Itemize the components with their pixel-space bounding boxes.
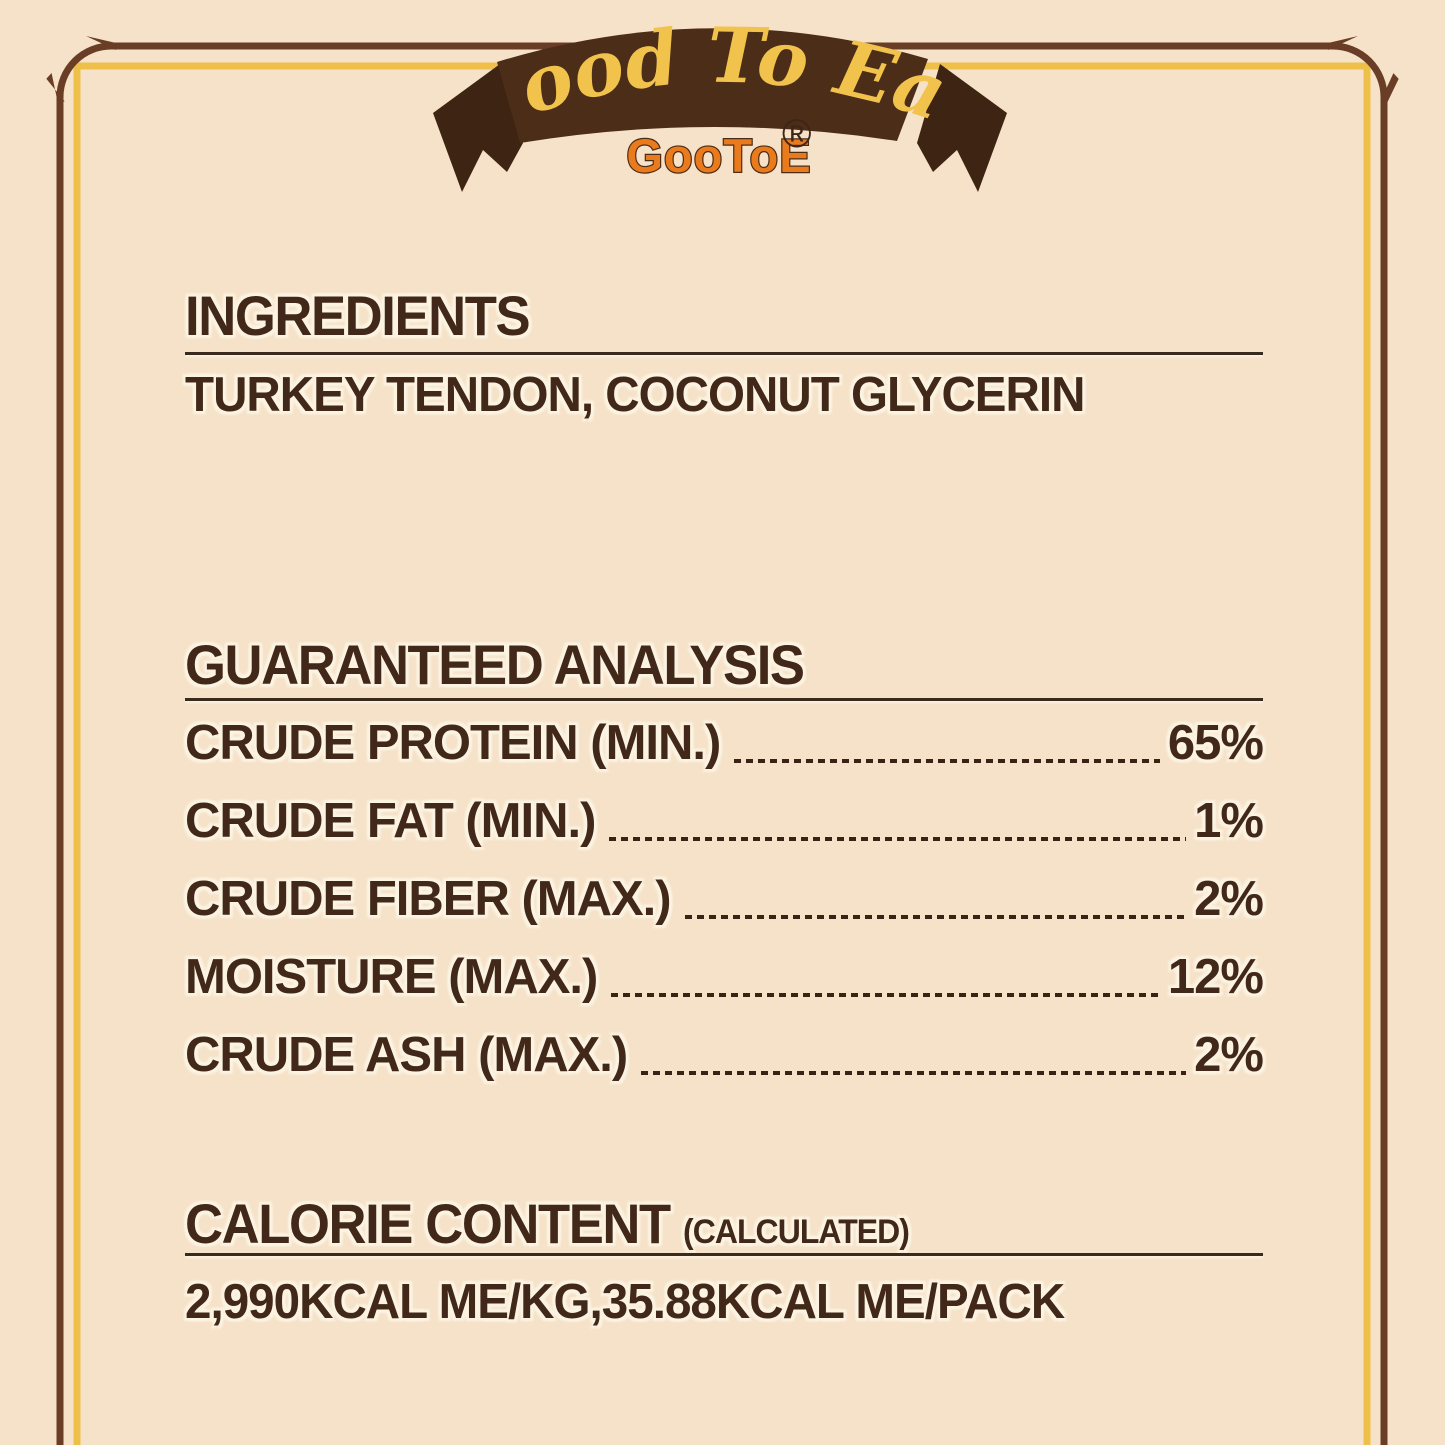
calorie-heading-main: CALORIE CONTENT	[185, 1192, 671, 1255]
analysis-row: CRUDE ASH (MAX.) 2%	[185, 1028, 1264, 1082]
analysis-value: 12%	[1167, 950, 1264, 1004]
section-heading-guaranteed-analysis: GUARANTEED ANALYSIS	[185, 633, 805, 696]
dotted-leader	[641, 1071, 1187, 1075]
analysis-row: MOISTURE (MAX.) 12%	[185, 950, 1264, 1004]
calorie-heading-suffix: (CALCULATED)	[682, 1213, 910, 1251]
dotted-leader	[734, 759, 1160, 763]
ingredients-content: TURKEY TENDON, COCONUT GLYCERIN	[185, 368, 1085, 422]
dotted-leader	[684, 915, 1187, 919]
ribbon-tail-right	[917, 64, 1007, 192]
ribbon-band	[497, 28, 928, 143]
calorie-content-value: 2,990KCAL ME/KG,35.88KCAL ME/PACK	[185, 1275, 1065, 1329]
analysis-row: CRUDE FIBER (MAX.) 2%	[185, 872, 1264, 926]
analysis-value: 2%	[1194, 872, 1264, 926]
analysis-row: CRUDE FAT (MIN.) 1%	[185, 794, 1264, 848]
ingredients-divider	[185, 352, 1263, 355]
ribbon-banner-icon: Good To Eat GooToE ®	[0, 0, 1007, 192]
calorie-divider	[185, 1253, 1263, 1256]
section-heading-calorie-content: CALORIE CONTENT (CALCULATED)	[185, 1196, 910, 1252]
analysis-row: CRUDE PROTEIN (MIN.) 65%	[185, 716, 1264, 770]
analysis-value: 2%	[1194, 1028, 1264, 1082]
analysis-label: MOISTURE (MAX.)	[185, 950, 598, 1004]
analysis-value: 1%	[1194, 794, 1264, 848]
frame-corner-flicks	[46, 36, 1399, 103]
ribbon-tail-left	[433, 64, 523, 192]
analysis-label: CRUDE FIBER (MAX.)	[185, 872, 672, 926]
analysis-label: CRUDE FAT (MIN.)	[185, 794, 596, 848]
analysis-value: 65%	[1167, 716, 1264, 770]
analysis-label: CRUDE PROTEIN (MIN.)	[185, 716, 721, 770]
section-heading-ingredients: INGREDIENTS	[185, 284, 531, 347]
dotted-leader	[609, 837, 1187, 841]
analysis-divider	[185, 698, 1263, 701]
dotted-leader	[611, 993, 1160, 997]
brand-logo-text: GooToE	[626, 129, 811, 182]
registered-trademark-icon: ®	[782, 112, 811, 156]
analysis-label: CRUDE ASH (MAX.)	[185, 1028, 628, 1082]
